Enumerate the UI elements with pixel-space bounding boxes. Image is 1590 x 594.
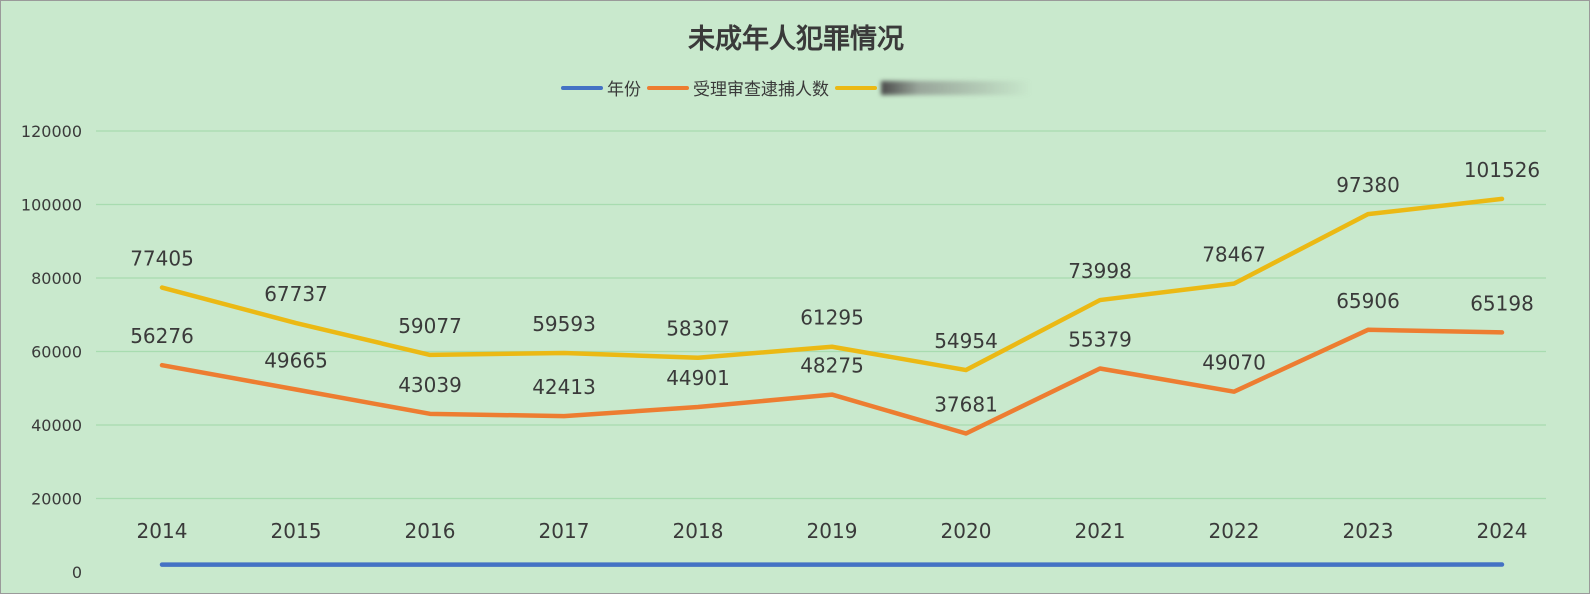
- data-label-year-2022: 2022: [1209, 519, 1260, 543]
- data-label-year-2014: 2014: [137, 519, 188, 543]
- data-label-third-series-2018: 58307: [666, 317, 730, 341]
- data-label-year-2024: 2024: [1477, 519, 1528, 543]
- data-label-arrest-review-2023: 65906: [1336, 289, 1400, 313]
- legend-swatch-year: [561, 85, 603, 90]
- data-label-year-2021: 2021: [1075, 519, 1126, 543]
- data-label-arrest-review-2018: 44901: [666, 366, 730, 390]
- data-label-arrest-review-2024: 65198: [1470, 291, 1534, 315]
- y-tick-label-40000: 40000: [31, 416, 82, 435]
- data-label-arrest-review-2015: 49665: [264, 348, 328, 372]
- legend-label-third-series-obscured: [881, 80, 1031, 95]
- data-label-year-2015: 2015: [271, 519, 322, 543]
- data-label-third-series-2020: 54954: [934, 329, 998, 353]
- data-label-third-series-2021: 73998: [1068, 259, 1132, 283]
- data-label-third-series-2022: 78467: [1202, 243, 1266, 267]
- y-tick-label-0: 0: [72, 563, 82, 582]
- legend-label-year: 年份: [607, 80, 641, 100]
- legend-item-arrest-review[interactable]: 受理审查逮捕人数: [647, 75, 829, 100]
- data-label-arrest-review-2021: 55379: [1068, 327, 1132, 351]
- data-label-third-series-2017: 59593: [532, 312, 596, 336]
- data-label-third-series-2023: 97380: [1336, 173, 1400, 197]
- data-label-arrest-review-2016: 43039: [398, 373, 462, 397]
- data-label-year-2020: 2020: [941, 519, 992, 543]
- data-label-third-series-2019: 61295: [800, 306, 864, 330]
- data-label-third-series-2016: 59077: [398, 314, 462, 338]
- data-label-year-2019: 2019: [807, 519, 858, 543]
- data-label-third-series-2024: 101526: [1464, 158, 1540, 182]
- legend-swatch-arrest-review: [647, 85, 689, 90]
- data-label-arrest-review-2022: 49070: [1202, 351, 1266, 375]
- data-label-arrest-review-2014: 56276: [130, 324, 194, 348]
- data-label-year-2023: 2023: [1343, 519, 1394, 543]
- y-tick-label-60000: 60000: [31, 343, 82, 362]
- y-tick-label-100000: 100000: [21, 196, 82, 215]
- data-label-arrest-review-2019: 48275: [800, 354, 864, 378]
- series-line-third-series: [159, 196, 1505, 373]
- legend-item-third-series[interactable]: [835, 80, 1031, 95]
- legend: 年份 受理审查逮捕人数: [1, 75, 1590, 100]
- y-tick-label-20000: 20000: [31, 490, 82, 509]
- chart-title: 未成年人犯罪情况: [688, 24, 904, 55]
- data-label-year-2017: 2017: [539, 519, 590, 543]
- data-label-arrest-review-2020: 37681: [934, 393, 998, 417]
- data-label-third-series-2015: 67737: [264, 282, 328, 306]
- data-label-third-series-2014: 77405: [130, 247, 194, 271]
- series-line-arrest-review: [159, 327, 1505, 436]
- data-label-year-2016: 2016: [405, 519, 456, 543]
- y-tick-label-80000: 80000: [31, 269, 82, 288]
- legend-swatch-third-series: [835, 85, 877, 90]
- y-tick-label-120000: 120000: [21, 122, 82, 141]
- legend-label-arrest-review: 受理审查逮捕人数: [693, 80, 829, 100]
- data-label-arrest-review-2017: 42413: [532, 375, 596, 399]
- data-label-year-2018: 2018: [673, 519, 724, 543]
- legend-item-year[interactable]: 年份: [561, 75, 641, 100]
